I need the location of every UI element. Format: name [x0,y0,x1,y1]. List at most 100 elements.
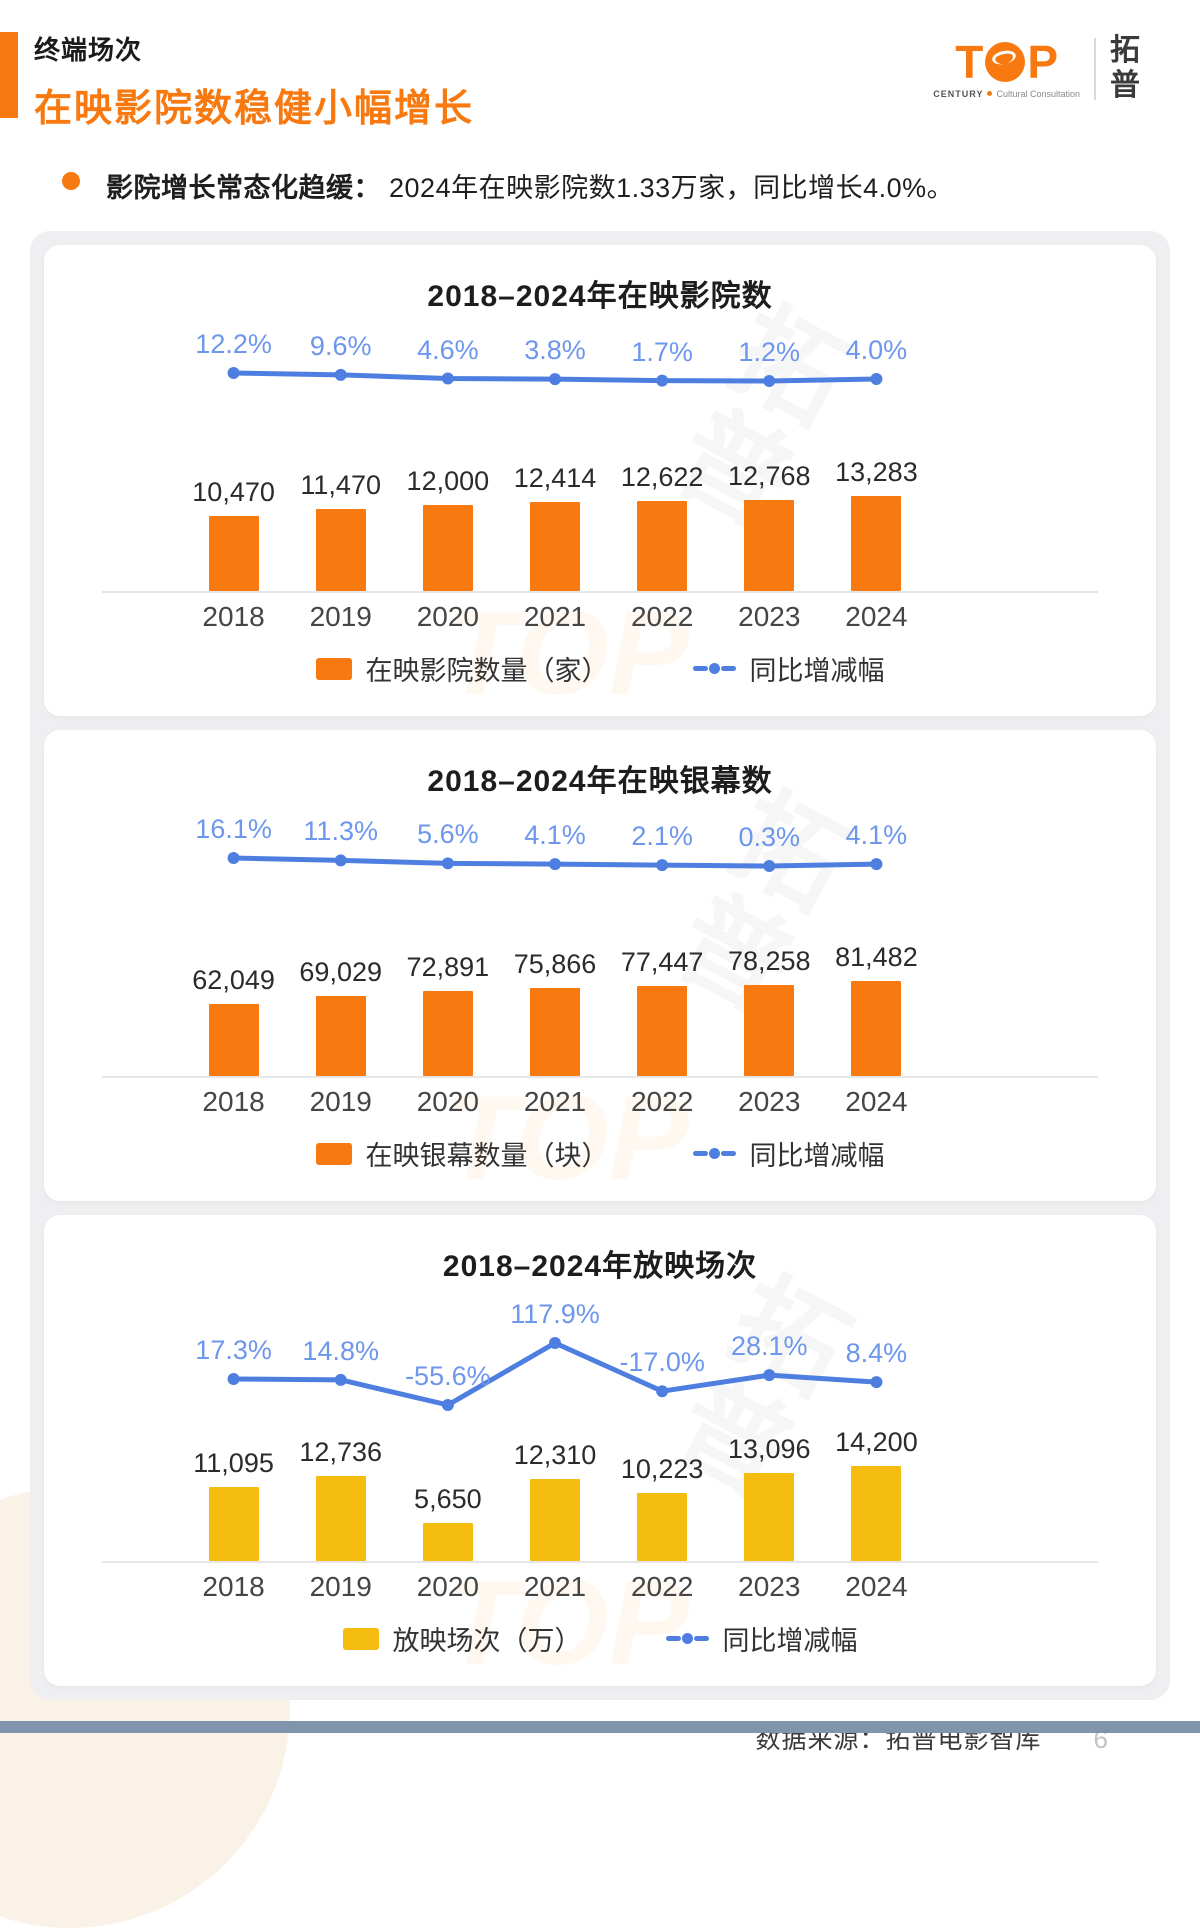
year-label: 2019 [309,601,372,632]
legend-line-segment [708,663,720,674]
legend-line-segment [693,1636,709,1641]
growth-pct-label: 16.1% [195,814,272,844]
growth-line-dot [441,372,454,385]
chart-title: 2018–2024年放映场次 [442,1250,758,1283]
growth-pct-label: -55.6% [405,1361,491,1391]
year-label: 2019 [309,1571,372,1602]
bullet-lead: 影院增长常态化趋缓： [106,173,381,203]
growth-line-dot [763,1369,776,1382]
growth-line-dot [227,367,240,379]
bar [530,988,580,1076]
bar [208,516,259,591]
bar [315,509,366,591]
chart-plot-area: 11,095 17.3% 12,736 14.8% 5,650 -55.6% 12,310 1… [90,1293,1110,1563]
plot: 10,470 12.2% 11,470 9.6% 12,000 4.6% 12,414 3.8… [180,323,930,593]
bar [422,991,473,1076]
bar [315,1476,366,1561]
key-point-bullet: 影院增长常态化趋缓： 2024年在映影院数1.33万家，同比增长4.0%。 [62,166,1200,205]
legend-item-bars: 在映银幕数量（块） [315,1134,609,1173]
legend-line-segment [681,1633,693,1644]
year-label: 2020 [416,1086,479,1117]
bar-value-label: 12,000 [406,466,490,496]
legend-bar-swatch-icon [315,1142,352,1165]
title-accent-bar [0,32,18,118]
bar [530,1479,580,1561]
legend-line-segment [692,666,708,671]
charts-region: 拓普 TOP 2018–2024年在映影院数 10,470 12.2% 11,470 9.6… [30,231,1170,1700]
year-label: 2021 [523,1086,587,1117]
bar-value-label: 12,414 [513,463,597,493]
chart-card: 拓普 TOP 2018–2024年在映银幕数 62,049 16.1% 69,029 11.… [44,730,1156,1201]
bar [851,981,902,1076]
year-label: 2019 [309,1086,372,1117]
x-axis-line [102,1561,1098,1563]
bar-value-label: 12,768 [727,461,811,491]
bar [422,1523,473,1561]
legend: 放映场次（万） 同比增减幅 [90,1619,1110,1658]
year-label: 2024 [845,601,908,632]
bar [637,501,688,591]
bar-value-label: 78,258 [727,946,811,976]
bar-value-label: 13,096 [727,1434,811,1464]
bar-value-label: 11,095 [193,1448,274,1478]
bar-value-label: 12,736 [299,1437,382,1467]
growth-pct-label: 117.9% [510,1299,600,1329]
chart-title: 2018–2024年在映影院数 [427,280,773,313]
bullet-text: 2024年在映影院数1.33万家，同比增长4.0%。 [389,173,955,203]
growth-pct-label: 1.7% [631,336,693,367]
bar [744,500,795,591]
bar-value-label: 75,866 [513,949,597,979]
chart-title: 2018–2024年在映银幕数 [427,765,773,798]
legend-item-bars: 在映影院数量（家） [315,649,609,688]
bar-value-label: 10,470 [192,477,275,507]
bar [422,505,473,591]
year-label: 2023 [738,1086,801,1117]
growth-pct-label: 3.8% [524,335,586,366]
bar-value-label: 5,650 [414,1484,482,1514]
logo-divider [1094,37,1096,100]
growth-line-dot [334,1373,347,1386]
legend-bar-swatch-icon [342,1627,379,1650]
growth-pct-label: 12.2% [195,329,272,359]
growth-line-dot [870,1376,883,1389]
growth-line-dot [334,368,347,381]
logo-fist-icon [985,41,1026,82]
legend-line-segment [720,666,736,671]
legend-label: 放映场次（万） [392,1626,582,1656]
x-axis-labels: 2018 2019 2020 2021 2022 2023 2024 [180,1571,930,1603]
growth-pct-label: 0.3% [738,822,801,852]
growth-pct-label: -17.0% [619,1347,705,1378]
logo-letter-p: P [1027,35,1059,88]
legend-line-segment [665,1636,681,1641]
bar [208,1487,259,1561]
growth-line-dot [870,858,883,871]
growth-line-dot [441,857,454,870]
growth-line-dot [870,372,883,385]
bar-value-label: 12,622 [620,462,704,492]
legend-line-icon [665,1633,709,1644]
bar [637,1493,688,1561]
bar-value-label: 62,049 [192,965,275,995]
section-eyebrow: 终端场次 [34,35,143,65]
year-label: 2022 [630,1086,694,1117]
chart-plot-area: 62,049 16.1% 69,029 11.3% 72,891 5.6% 75,866 4.… [90,808,1110,1078]
legend-label: 在映银幕数量（块） [365,1141,609,1171]
growth-pct-label: 4.1% [524,820,586,851]
bar-value-label: 14,200 [835,1427,918,1457]
growth-pct-label: 17.3% [195,1334,272,1365]
growth-line-dot [549,1337,561,1349]
growth-line-dot [763,860,776,872]
growth-line-dot [549,373,561,386]
legend-line-icon [692,1148,736,1159]
bar [530,502,580,591]
legend-item-line: 同比增减幅 [665,1619,858,1658]
bar [851,1466,902,1561]
bar [851,496,902,591]
legend-line-icon [692,663,736,674]
growth-line [227,852,883,872]
bar-value-label: 13,283 [835,457,918,487]
bar [315,996,366,1076]
growth-pct-label: 4.1% [845,820,908,851]
